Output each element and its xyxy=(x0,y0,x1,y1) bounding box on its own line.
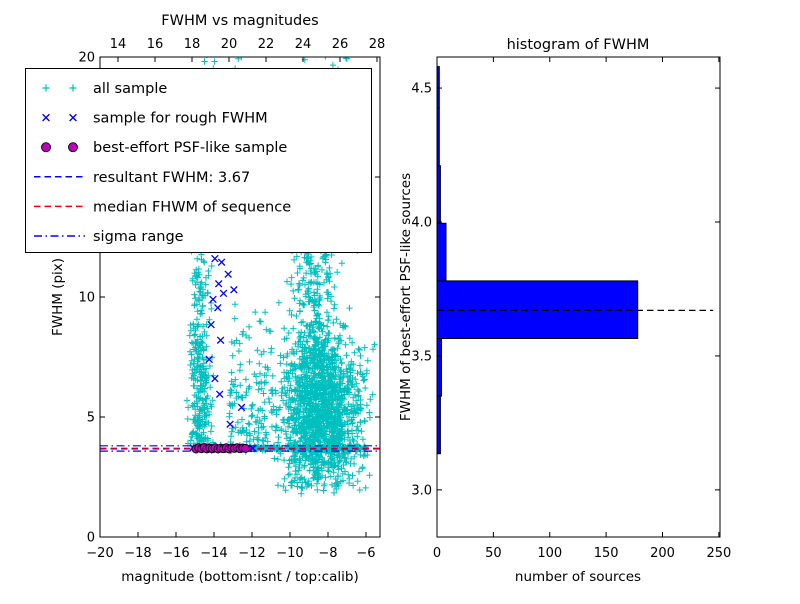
legend-box xyxy=(25,68,372,253)
top-tick-label: 22 xyxy=(258,37,275,52)
legend-circle-marker-icon xyxy=(68,142,78,153)
legend-entry: sample for rough FWHM xyxy=(42,111,268,127)
all-sample-points xyxy=(183,57,378,497)
x-tick-label: −16 xyxy=(162,546,189,561)
x-tick-label: −8 xyxy=(318,546,337,561)
top-tick-label: 20 xyxy=(221,37,238,52)
legend-entry: best-effort PSF-like sample xyxy=(41,140,287,156)
psf-like-sample-points xyxy=(191,443,250,454)
x-tick-label: 0 xyxy=(433,546,441,561)
legend-x-marker-icon xyxy=(69,113,77,122)
x-tick-label: 150 xyxy=(594,546,619,561)
legend-circle-marker-icon xyxy=(41,142,51,153)
right-plot-xlabel: number of sources xyxy=(515,569,641,585)
legend: all sample sample for rough FWHM best-effo… xyxy=(25,68,372,253)
right-plot-title: histogram of FWHM xyxy=(507,37,650,53)
y-tick-label: 3.0 xyxy=(411,483,432,498)
x-tick-label: 50 xyxy=(485,546,502,561)
x-tick-label: −12 xyxy=(238,546,265,561)
y-tick-label: 4.0 xyxy=(411,216,432,231)
top-tick-label: 16 xyxy=(147,37,164,52)
top-tick-label: 26 xyxy=(332,37,349,52)
x-tick-label: 200 xyxy=(650,546,675,561)
legend-entry: median FHWM of sequence xyxy=(34,199,291,215)
legend-entry-label: sample for rough FWHM xyxy=(93,111,268,127)
y-tick-label: 5 xyxy=(87,411,95,426)
legend-entry: resultant FWHM: 3.67 xyxy=(34,170,250,186)
y-tick-label: 20 xyxy=(78,51,95,66)
x-tick-label: −10 xyxy=(276,546,303,561)
legend-entry-label: median FHWM of sequence xyxy=(93,199,291,215)
left-plot-title: FWHM vs magnitudes xyxy=(161,13,318,29)
y-tick-label: 0 xyxy=(87,531,95,546)
y-tick-label: 3.5 xyxy=(411,349,432,364)
x-tick-label: −14 xyxy=(200,546,227,561)
right-plot-spines xyxy=(436,56,721,538)
legend-entry: all sample xyxy=(42,81,167,97)
right-plot-ticks: 0 50 100 150 200 250 3.0 3.5 4.0 4.5 xyxy=(411,57,731,561)
legend-plus-marker-icon xyxy=(69,84,77,92)
histogram-bar xyxy=(437,165,441,224)
legend-entry-label: resultant FWHM: 3.67 xyxy=(93,170,250,186)
top-tick-label: 24 xyxy=(295,37,312,52)
legend-entry-label: all sample xyxy=(93,81,167,97)
y-tick-label: 10 xyxy=(78,291,95,306)
x-tick-label: −6 xyxy=(356,546,375,561)
x-tick-label: 250 xyxy=(706,546,731,561)
left-plot-ylabel: FWHM (pix) xyxy=(50,258,66,336)
histogram-bar xyxy=(437,222,447,282)
legend-entry-label: sigma range xyxy=(93,229,184,245)
psf-sample-point xyxy=(241,443,250,453)
left-plot-xlabel: magnitude (bottom:isnt / top:calib) xyxy=(121,569,358,585)
legend-plus-marker-icon xyxy=(42,84,50,92)
x-tick-label: −20 xyxy=(86,546,113,561)
top-tick-label: 18 xyxy=(184,37,201,52)
histogram-bar xyxy=(437,395,441,455)
histogram-bar xyxy=(437,66,440,109)
histogram-bar xyxy=(437,280,639,339)
top-tick-label: 28 xyxy=(369,37,386,52)
legend-entry: sigma range xyxy=(34,229,184,245)
right-plot-data xyxy=(437,66,714,455)
x-tick-label: −18 xyxy=(124,546,151,561)
legend-entry-label: best-effort PSF-like sample xyxy=(93,140,287,156)
right-plot-ylabel: FWHM of best-effort PSF-like sources xyxy=(398,173,414,421)
x-tick-label: 100 xyxy=(537,546,562,561)
legend-x-marker-icon xyxy=(42,113,50,122)
top-tick-label: 14 xyxy=(110,37,127,52)
y-tick-label: 4.5 xyxy=(411,82,432,97)
histogram-bar xyxy=(437,338,442,397)
left-plot-data xyxy=(100,57,380,497)
